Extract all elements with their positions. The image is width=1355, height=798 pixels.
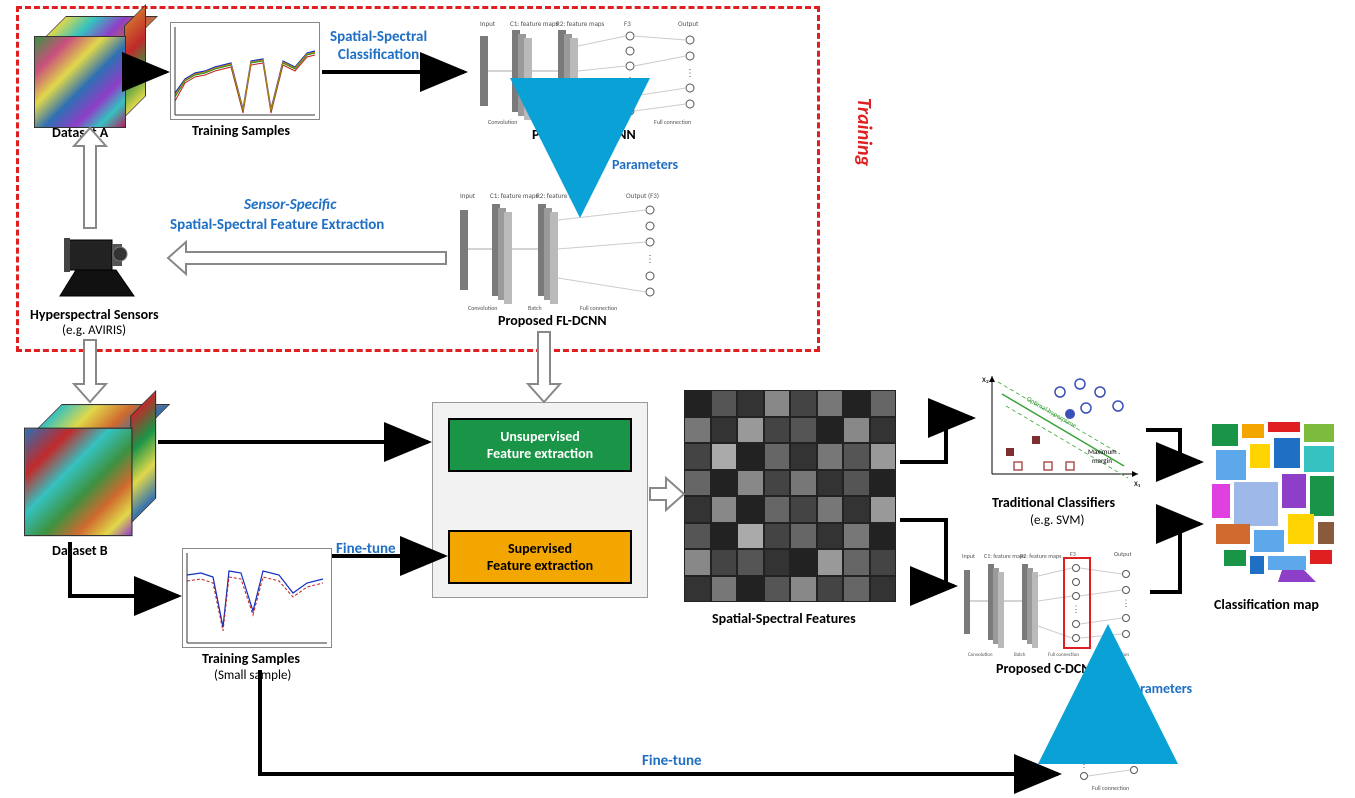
svg-text:F3: F3 [1078, 714, 1084, 722]
svg-text:Batch: Batch [1014, 652, 1026, 658]
dataset-b-cube [24, 404, 154, 534]
unsupervised-fe-box: Unsupervised Feature extraction [448, 418, 632, 472]
sensor-specific-label: Sensor-Specific [244, 196, 336, 214]
ssc-label-1: Spatial-Spectral Classification [330, 28, 427, 64]
svg-text:C1: feature maps: C1: feature maps [490, 191, 538, 200]
svg-text:Full connection: Full connection [1098, 652, 1129, 658]
fldcnn-label: Proposed FL-DCNN [498, 312, 607, 329]
spatial-features-label: Spatial-Spectral Features [712, 610, 856, 627]
svm-label: Traditional Classifiers [992, 494, 1115, 511]
cdcnn1-diagram: ⋮ ⋮ Input C1: feature maps R2: feature m… [470, 16, 728, 126]
sensor-image [56, 232, 146, 302]
svg-text:⋮: ⋮ [625, 74, 635, 87]
svg-text:Output: Output [1114, 550, 1131, 558]
svg-text:⋮: ⋮ [1130, 753, 1139, 764]
spatial-features-grid [684, 390, 896, 602]
fldcnn-diagram: ⋮ Input C1: feature maps R2: feature map… [450, 184, 708, 312]
svg-text:R2: feature maps: R2: feature maps [536, 191, 585, 200]
svg-text:Full connection: Full connection [654, 118, 691, 126]
svg-text:x₁: x₁ [1134, 478, 1141, 488]
svg-text:Full connection: Full connection [580, 304, 617, 312]
svg-text:Batch: Batch [546, 118, 560, 126]
cdcnn1-label: Proposed C-DCNN [532, 126, 636, 143]
svg-text:⋮: ⋮ [685, 66, 695, 79]
softmax-small-diagram: ⋮ ⋮ F3 Output Full connection [1062, 712, 1156, 792]
svg-text:Output (F3): Output (F3) [626, 191, 659, 200]
svg-text:Convolution: Convolution [468, 304, 497, 312]
ssc-label: Spatial-Spectral Classification [330, 28, 427, 64]
svg-text:R2: feature maps: R2: feature maps [1020, 552, 1062, 560]
classmap-label: Classification map [1214, 596, 1319, 613]
svg-text:Output: Output [1122, 714, 1139, 722]
svm-sublabel: (e.g. SVM) [1030, 513, 1085, 528]
svg-text:Input: Input [962, 552, 975, 560]
parameters2-label: Parameters [1126, 680, 1192, 697]
svg-text:Input: Input [480, 19, 496, 28]
svg-text:x₂: x₂ [982, 374, 989, 385]
svg-text:Input: Input [460, 191, 476, 200]
cdcnn2-diagram: ⋮ ⋮ Input C1: feature maps R2: feature m… [958, 546, 1158, 658]
svg-text:F3: F3 [1070, 550, 1076, 558]
svg-text:Full connection: Full connection [1092, 784, 1129, 792]
ss-fe-label: Spatial-Spectral Feature Extraction [170, 216, 384, 234]
svg-text:F3: F3 [624, 19, 631, 28]
fine-tune-1-label: Fine-tune [336, 540, 396, 558]
training-label: Training [852, 98, 876, 166]
training-samples-b-plot [182, 548, 332, 648]
svg-text:Output: Output [678, 19, 699, 28]
dataset-a-cube [34, 16, 144, 126]
supervised-fe-box: Supervised Feature extraction [448, 530, 632, 584]
svg-text:Convolution: Convolution [488, 118, 517, 126]
svg-text:⋮: ⋮ [645, 252, 655, 265]
classification-map [1206, 418, 1340, 588]
svg-text:Convolution: Convolution [968, 652, 993, 658]
training-samples-a-label: Training Samples [192, 122, 290, 139]
parameters1-label: Parameters [612, 156, 678, 173]
fine-tune-2-label: Fine-tune [642, 752, 702, 770]
svg-text:Full connection: Full connection [590, 118, 627, 126]
svg-text:⋮: ⋮ [1080, 759, 1089, 770]
dataset-a-label: Dataset A [52, 124, 108, 141]
svg-text:Full connection: Full connection [1048, 652, 1079, 658]
svg-text:⋮: ⋮ [1122, 598, 1131, 609]
svg-text:Batch: Batch [528, 304, 542, 312]
small-sample-label: (Small sample) [214, 668, 291, 683]
training-samples-b-label: Training Samples [202, 650, 300, 667]
svm-diagram: x₁ x₂ Optimal hyperplane Maximum margin [978, 370, 1144, 488]
training-samples-a-plot [170, 22, 320, 120]
sensor-label: Hyperspectral Sensors [30, 306, 159, 323]
sensor-sublabel: (e.g. AVIRIS) [62, 323, 126, 338]
svg-text:margin: margin [1092, 456, 1112, 465]
dataset-b-label: Dataset B [52, 542, 108, 559]
svg-text:⋮: ⋮ [1072, 604, 1081, 615]
svg-text:Maximum: Maximum [1088, 447, 1117, 456]
svg-text:C1: feature maps: C1: feature maps [510, 19, 558, 28]
svg-text:R2: feature maps: R2: feature maps [556, 19, 605, 28]
cdcnn2-label: Proposed C-DCNN [996, 660, 1100, 677]
